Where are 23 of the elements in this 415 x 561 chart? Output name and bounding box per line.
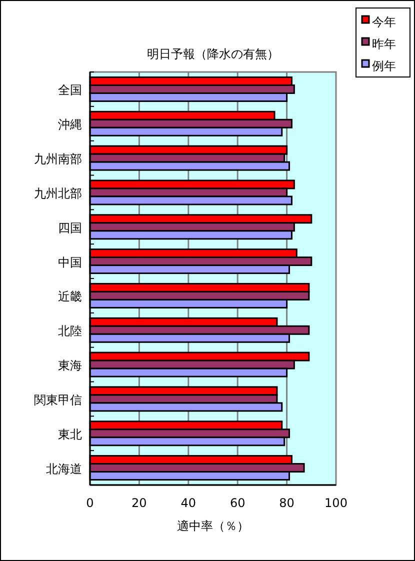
y-tick-label: 全国 bbox=[58, 83, 82, 98]
legend-label: 今年 bbox=[372, 15, 396, 29]
y-tick-label: 沖縄 bbox=[58, 118, 82, 132]
chart-title: 明日予報（降水の有無） bbox=[147, 47, 279, 61]
legend-label: 例年 bbox=[372, 59, 396, 73]
x-tick-label: 60 bbox=[230, 496, 246, 510]
y-tick-label: 九州南部 bbox=[34, 152, 82, 166]
legend-label: 昨年 bbox=[372, 37, 396, 51]
x-tick-label: 0 bbox=[86, 496, 94, 510]
y-tick-label: 東海 bbox=[58, 358, 82, 373]
y-tick-label: 九州北部 bbox=[34, 186, 82, 200]
y-tick-label: 北海道 bbox=[46, 462, 82, 476]
x-axis-title: 適中率（％） bbox=[177, 519, 249, 533]
x-tick-label: 100 bbox=[324, 496, 348, 510]
y-tick-label: 近畿 bbox=[58, 290, 82, 304]
x-tick-label: 20 bbox=[132, 496, 147, 510]
x-tick-label: 80 bbox=[279, 496, 294, 510]
x-tick-label: 40 bbox=[180, 496, 196, 510]
y-tick-label: 関東甲信 bbox=[34, 392, 82, 407]
y-tick-label: 北陸 bbox=[58, 324, 82, 338]
y-tick-label: 四国 bbox=[58, 220, 82, 235]
y-tick-label: 東北 bbox=[58, 427, 82, 442]
y-tick-label: 中国 bbox=[58, 255, 82, 270]
